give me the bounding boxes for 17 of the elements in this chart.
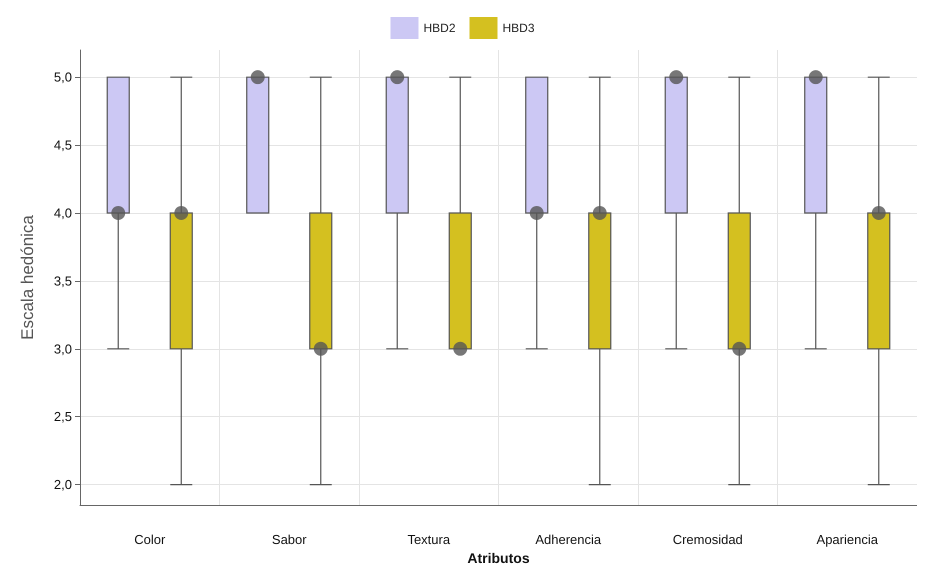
x-tick-label: Textura: [407, 532, 451, 547]
x-tick-label: Cremosidad: [672, 532, 743, 547]
y-tick-label: 4,5: [54, 138, 72, 153]
y-tick-label: 3,5: [54, 273, 72, 288]
y-tick-label: 2,5: [54, 409, 72, 424]
y-tick-label: 4,0: [54, 205, 72, 220]
y-tick-label: 3,0: [54, 341, 72, 356]
x-tick-label: Apariencia: [816, 532, 879, 547]
x-axis-title: Atributos: [467, 550, 530, 566]
x-tick-label: Color: [134, 532, 166, 547]
y-tick-label: 5,0: [54, 70, 72, 85]
y-tick-label: 2,0: [54, 477, 72, 492]
legend-label: HBD3: [502, 21, 535, 35]
x-tick-label: Adherencia: [535, 532, 602, 547]
x-tick-label: Sabor: [272, 532, 308, 547]
y-axis-title: Escala hedónica: [18, 214, 37, 340]
legend-label: HBD2: [423, 21, 456, 35]
